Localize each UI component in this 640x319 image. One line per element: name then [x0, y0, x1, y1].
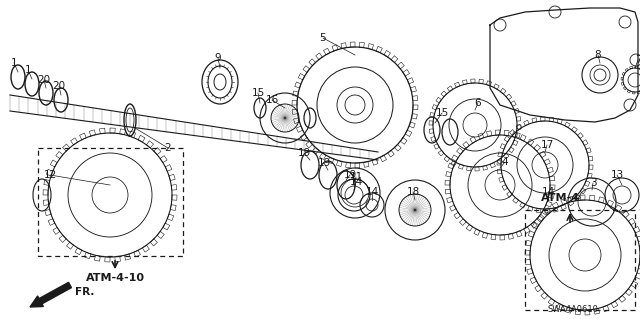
Text: 17: 17 — [540, 140, 554, 150]
Text: 13: 13 — [611, 170, 623, 180]
Text: ATM-4-10: ATM-4-10 — [86, 273, 145, 283]
FancyArrow shape — [30, 282, 72, 307]
Text: 2: 2 — [164, 143, 172, 153]
Text: 19: 19 — [317, 158, 331, 168]
Text: 1: 1 — [11, 58, 17, 68]
Text: FR.: FR. — [76, 287, 95, 297]
Text: 16: 16 — [266, 95, 278, 105]
Text: 20: 20 — [37, 75, 51, 85]
Text: 9: 9 — [214, 53, 221, 63]
Text: 15: 15 — [435, 108, 449, 118]
Text: SWA4A0610: SWA4A0610 — [548, 306, 598, 315]
Text: ATM-4: ATM-4 — [541, 193, 579, 203]
Text: 15: 15 — [252, 88, 264, 98]
Text: 14: 14 — [365, 187, 379, 197]
Text: 1: 1 — [25, 65, 31, 75]
Text: 5: 5 — [320, 33, 326, 43]
Text: 18: 18 — [406, 187, 420, 197]
Text: 14: 14 — [349, 177, 363, 187]
Text: 6: 6 — [475, 98, 481, 108]
Text: 4: 4 — [502, 157, 508, 167]
Bar — [525, 210, 635, 310]
Text: 19: 19 — [344, 170, 356, 180]
Text: 12: 12 — [44, 170, 56, 180]
Text: 14: 14 — [541, 187, 555, 197]
Text: 7: 7 — [635, 55, 640, 65]
Bar — [38, 148, 183, 256]
Text: 19: 19 — [298, 148, 310, 158]
Text: 20: 20 — [52, 81, 65, 91]
Text: 3: 3 — [589, 178, 596, 188]
Text: 11: 11 — [349, 172, 363, 182]
Text: 8: 8 — [595, 50, 602, 60]
